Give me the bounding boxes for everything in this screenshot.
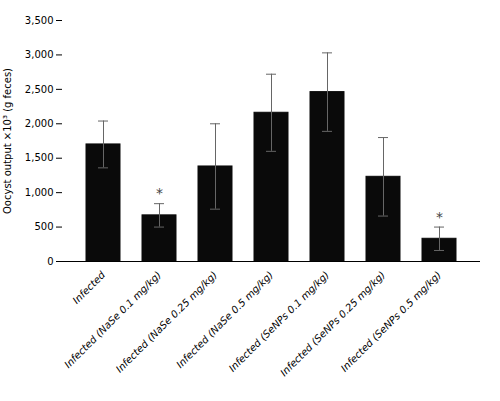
svg-text:*: * xyxy=(156,185,163,201)
svg-text:Infected: Infected xyxy=(70,269,107,306)
svg-text:Infected (NaSe 0.5 mg/kg): Infected (NaSe 0.5 mg/kg) xyxy=(174,269,275,370)
svg-text:2,000: 2,000 xyxy=(25,118,54,129)
svg-text:Infected (NaSe 0.25 mg/kg): Infected (NaSe 0.25 mg/kg) xyxy=(114,269,220,375)
svg-text:Infected (SeNPs 0.25 mg/kg): Infected (SeNPs 0.25 mg/kg) xyxy=(278,269,387,378)
svg-text:500: 500 xyxy=(34,221,53,232)
svg-text:3,500: 3,500 xyxy=(25,15,54,26)
svg-text:3,000: 3,000 xyxy=(25,49,54,60)
svg-text:*: * xyxy=(436,209,443,225)
svg-text:2,500: 2,500 xyxy=(25,84,54,95)
svg-text:Infected (SeNPs 0.1 mg/kg): Infected (SeNPs 0.1 mg/kg) xyxy=(227,269,332,374)
svg-text:1,000: 1,000 xyxy=(25,187,54,198)
svg-text:0: 0 xyxy=(47,256,53,267)
svg-text:Infected (NaSe 0.1 mg/kg): Infected (NaSe 0.1 mg/kg) xyxy=(62,269,163,370)
svg-text:1,500: 1,500 xyxy=(25,152,54,163)
svg-text:Oocyst output ×10³ (g feces): Oocyst output ×10³ (g feces) xyxy=(2,68,13,214)
svg-text:Infected (SeNPs 0.5 mg/kg): Infected (SeNPs 0.5 mg/kg) xyxy=(339,269,444,374)
